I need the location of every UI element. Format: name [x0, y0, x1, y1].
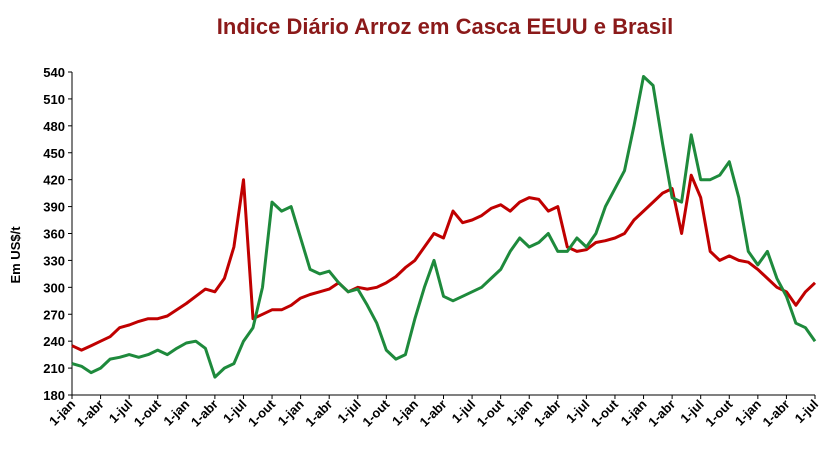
y-tick-label: 210: [43, 361, 65, 376]
y-tick-label: 450: [43, 146, 65, 161]
x-tick-label: 1-jul: [792, 397, 822, 427]
y-tick-label: 540: [43, 65, 65, 80]
y-tick-label: 180: [43, 388, 65, 403]
x-tick-label: 1-jul: [334, 397, 364, 427]
x-tick-label: 1-jan: [275, 396, 307, 428]
y-axis-label: Em US$/t: [8, 226, 23, 284]
x-tick-label: 1-abr: [302, 397, 335, 430]
x-tick-label: 1-jan: [503, 396, 535, 428]
y-tick-label: 510: [43, 92, 65, 107]
x-tick-label: 1-jan: [618, 396, 650, 428]
x-tick-label: 1-abr: [759, 397, 792, 430]
x-tick-label: 1-jan: [160, 396, 192, 428]
x-tick-label: 1-jan: [732, 396, 764, 428]
x-tick-label: 1-out: [359, 396, 393, 430]
x-tick-label: 1-jul: [449, 397, 479, 427]
x-tick-label: 1-jul: [106, 397, 136, 427]
x-tick-label: 1-jul: [677, 397, 707, 427]
x-tick-label: 1-jul: [563, 397, 593, 427]
y-tick-label: 270: [43, 307, 65, 322]
x-tick-label: 1-jan: [389, 396, 421, 428]
y-tick-label: 420: [43, 173, 65, 188]
y-tick-label: 480: [43, 119, 65, 134]
y-tick-label: 300: [43, 280, 65, 295]
y-tick-label: 360: [43, 227, 65, 242]
x-tick-label: 1-out: [702, 396, 736, 430]
x-tick-label: 1-abr: [417, 397, 450, 430]
x-tick-label: 1-abr: [645, 397, 678, 430]
chart-title: Indice Diário Arroz em Casca EEUU e Bras…: [217, 14, 673, 39]
x-tick-label: 1-abr: [74, 397, 107, 430]
y-tick-label: 240: [43, 334, 65, 349]
line-series: [71, 173, 817, 352]
x-tick-label: 1-abr: [188, 397, 221, 430]
x-tick-label: 1-out: [588, 396, 622, 430]
x-tick-label: 1-jul: [220, 397, 250, 427]
line-series: [71, 75, 817, 379]
x-tick-label: 1-out: [245, 396, 279, 430]
x-tick-label: 1-out: [131, 396, 165, 430]
y-tick-label: 330: [43, 253, 65, 268]
x-tick-label: 1-out: [474, 396, 508, 430]
x-tick-label: 1-abr: [531, 397, 564, 430]
y-tick-label: 390: [43, 200, 65, 215]
